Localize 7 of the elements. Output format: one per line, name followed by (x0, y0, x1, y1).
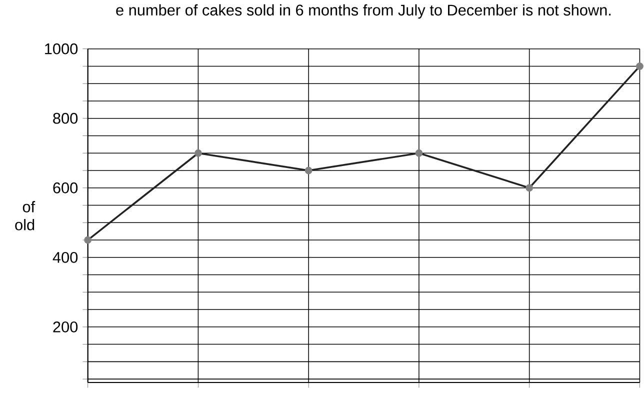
chart-title: e number of cakes sold in 6 months from July to December is not shown. (116, 4, 611, 18)
y-tick-label: 200 (53, 321, 78, 332)
y-tick-label: 800 (53, 112, 78, 124)
y-tick-label: 1000 (45, 43, 78, 54)
y-tick-label: 400 (52, 252, 78, 263)
y-tick-label: 600 (53, 182, 78, 194)
y-axis-title: of old (15, 200, 36, 230)
